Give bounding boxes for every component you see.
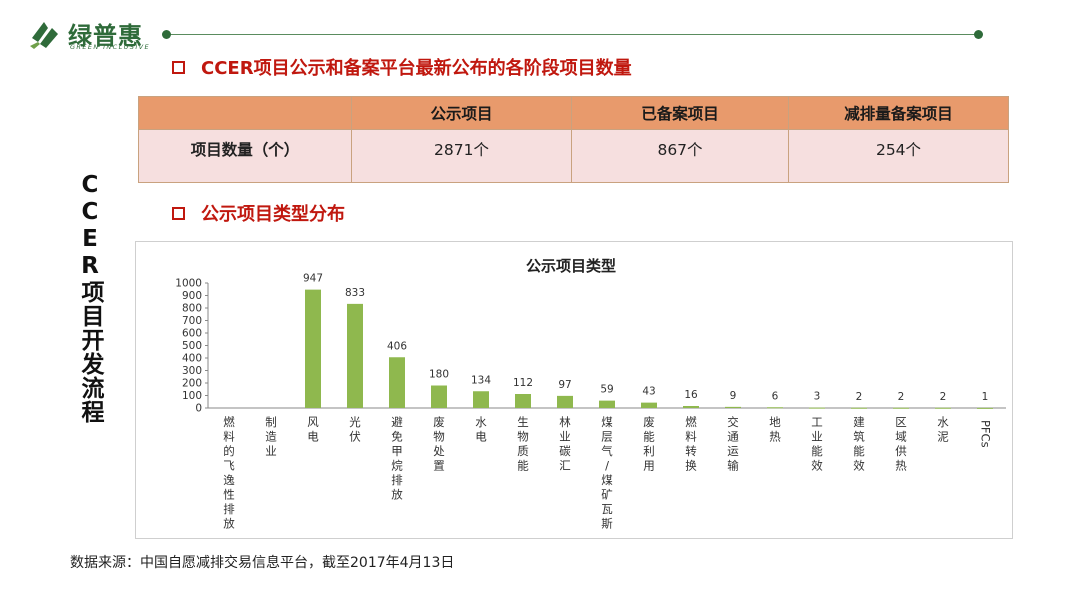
table-header-cell (138, 96, 352, 130)
square-bullet-icon (172, 206, 185, 220)
x-tick-label: 燃料的飞逸性排放 (223, 415, 235, 531)
x-tick-label: 水电 (475, 415, 487, 444)
data-label: 112 (513, 377, 533, 389)
header-divider (166, 34, 978, 35)
x-tick-label: 避免甲烷排放 (391, 415, 403, 502)
y-tick-label: 700 (182, 315, 202, 327)
table-header-cell: 已备案项目 (571, 96, 789, 130)
data-label: 406 (387, 340, 407, 352)
section-heading-stages: CCER项目公示和备案平台最新公布的各阶段项目数量 (172, 54, 632, 80)
x-tick-label: 地热 (769, 415, 781, 444)
x-tick-label: 区域供热 (895, 415, 907, 473)
leaf-logo-icon (30, 22, 58, 49)
table-header-cell: 公示项目 (351, 96, 572, 130)
y-tick-label: 900 (182, 290, 202, 302)
bar (515, 394, 531, 408)
brand-name: 绿普惠 (68, 22, 143, 50)
x-tick-label: 交通运输 (727, 415, 739, 473)
data-label: 6 (772, 390, 779, 402)
data-label: 2 (940, 391, 947, 403)
data-label: 43 (642, 386, 655, 398)
y-tick-label: 400 (182, 353, 202, 365)
data-label: 16 (684, 389, 698, 401)
bar (347, 303, 363, 408)
y-tick-label: 0 (195, 403, 202, 415)
x-tick-label: 生物质能 (517, 415, 529, 473)
x-tick-label: 风电 (307, 415, 319, 444)
x-tick-label: 水泥 (937, 415, 949, 444)
data-label: 3 (814, 391, 821, 403)
section-title: 公示项目类型分布 (201, 204, 345, 225)
data-label: 1 (982, 391, 989, 403)
data-label: 97 (558, 379, 571, 391)
bar (977, 407, 993, 409)
x-tick-label: 建筑能效 (853, 415, 865, 473)
data-label: 2 (856, 391, 863, 403)
table-header-cell: 减排量备案项目 (788, 96, 1009, 130)
bar (473, 391, 489, 408)
data-label: 59 (600, 384, 613, 396)
y-tick-label: 500 (182, 340, 202, 352)
divider-dot-left (162, 30, 171, 39)
bar (683, 406, 699, 408)
data-label: 833 (345, 287, 365, 299)
y-tick-label: 100 (182, 390, 202, 402)
y-tick-label: 600 (182, 328, 202, 340)
bar (431, 385, 447, 408)
data-label: 2 (898, 391, 905, 403)
y-tick-label: 1000 (175, 278, 202, 290)
source-note: 数据来源：中国自愿减排交易信息平台，截至2017年4月13日 (70, 555, 455, 571)
chart-frame: 公示项目类型 0 100 200 300 400 500 600 700 800 900 1000 燃料… (135, 241, 1013, 539)
section-title: CCER项目公示和备案平台最新公布的各阶段项目数量 (201, 58, 632, 79)
side-title: CCER项目开发流程 (77, 172, 103, 424)
table-cell: 2871个 (351, 129, 572, 183)
x-tick-label: 制造业 (265, 415, 277, 458)
bar (305, 289, 321, 408)
divider-dot-right (974, 30, 983, 39)
x-tick-label: 煤层气/煤矿瓦斯 (601, 415, 613, 531)
table-header-row: 公示项目 已备案项目 减排量备案项目 (138, 96, 1009, 130)
x-tick-label: PFCs (979, 420, 993, 448)
data-label: 134 (471, 374, 491, 386)
square-bullet-icon (172, 60, 185, 74)
y-tick-label: 300 (182, 365, 202, 377)
bar (893, 407, 909, 409)
chart-title: 公示项目类型 (526, 257, 616, 275)
bar (725, 406, 741, 408)
bar (767, 407, 783, 409)
table-cell: 867个 (571, 129, 789, 183)
bar (599, 400, 615, 408)
bar (641, 402, 657, 408)
bar (851, 407, 867, 409)
table-row: 项目数量（个） 2871个 867个 254个 (138, 129, 1009, 183)
y-tick-label: 800 (182, 303, 202, 315)
bar (389, 357, 405, 408)
brand-tagline: GREEN INCLUSIVE (70, 43, 150, 51)
x-tick-label: 光伏 (349, 415, 361, 444)
x-tick-label: 林业碳汇 (559, 415, 571, 473)
table-row-label: 项目数量（个） (138, 129, 352, 183)
x-tick-label: 燃料转换 (685, 415, 697, 473)
table-cell: 254个 (788, 129, 1009, 183)
x-tick-label: 工业能效 (811, 415, 823, 473)
project-count-table: 公示项目 已备案项目 减排量备案项目 项目数量（个） 2871个 867个 25… (138, 96, 1009, 183)
x-tick-label: 废物处置 (433, 415, 445, 473)
data-label: 947 (303, 273, 323, 285)
x-tick-label: 废能利用 (643, 415, 655, 473)
data-label: 9 (730, 390, 737, 402)
y-tick-label: 200 (182, 378, 202, 390)
bar (557, 395, 573, 408)
bar (809, 407, 825, 409)
data-label: 180 (429, 369, 449, 381)
bar (935, 407, 951, 409)
brand-logo: 绿普惠 GREEN INCLUSIVE (28, 14, 158, 54)
section-heading-types: 公示项目类型分布 (172, 200, 345, 226)
